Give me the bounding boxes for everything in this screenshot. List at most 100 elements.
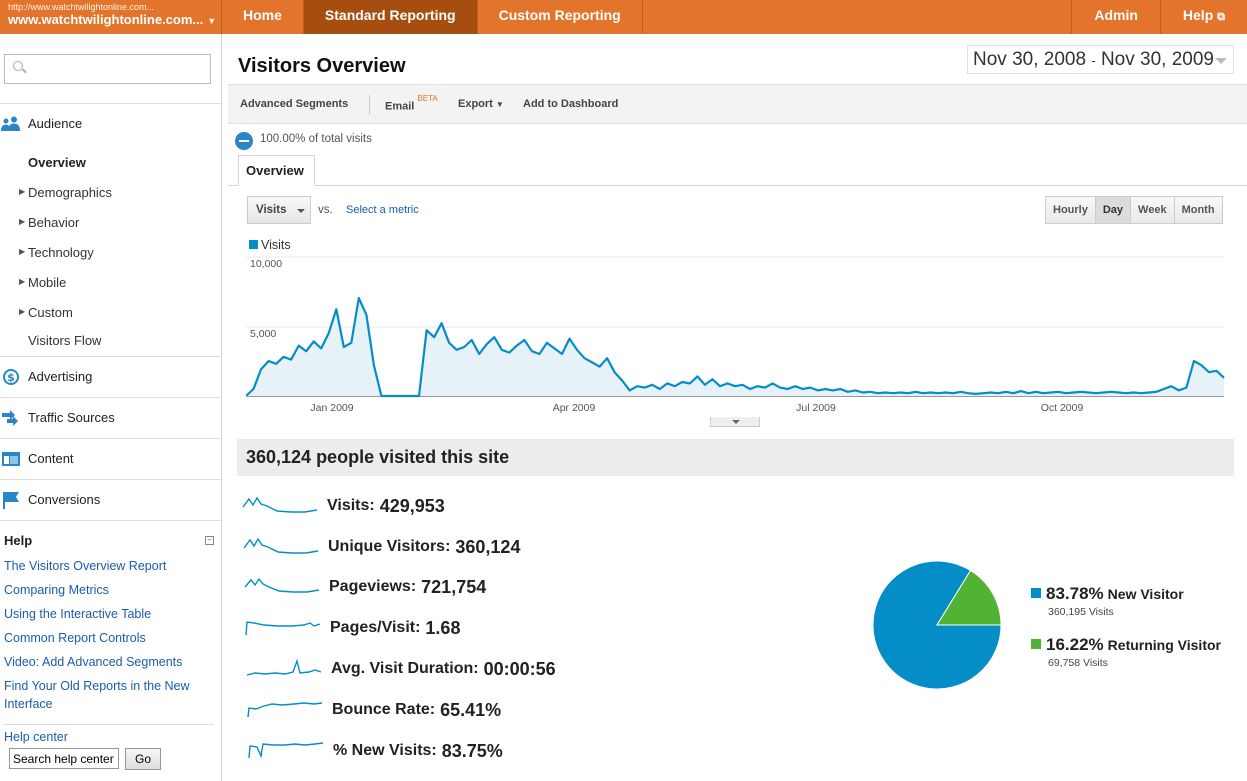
metric-row[interactable]: Avg. Visit Duration: 00:00:56 — [241, 657, 556, 681]
help-link[interactable]: Help ⧉ — [1159, 0, 1247, 34]
arrows-icon — [1, 409, 21, 427]
legend-label: Visits — [261, 238, 291, 252]
visitor-type-pie-chart[interactable] — [872, 560, 1002, 690]
sidebar-section-conversions[interactable]: Conversions — [0, 479, 221, 519]
beta-badge: BETA — [417, 94, 438, 103]
add-to-dashboard-button[interactable]: Add to Dashboard — [523, 98, 619, 110]
main-content: Visitors Overview Nov 30, 2008 - Nov 30,… — [228, 34, 1247, 781]
pie-legend-returning-visitor: 16.22% Returning Visitor 69,758 Visits — [1031, 635, 1221, 669]
tab-custom-reporting[interactable]: Custom Reporting — [478, 0, 643, 34]
sidebar-item-custom[interactable]: ▶ Custom — [19, 305, 73, 320]
select-metric-link[interactable]: Select a metric — [346, 204, 419, 216]
metric-dropdown-label: Visits — [256, 204, 287, 216]
sparkline — [243, 537, 319, 554]
sidebar-item-behavior[interactable]: ▶ Behavior — [19, 215, 80, 230]
sidebar-section-audience[interactable]: Audience — [0, 103, 221, 143]
chart-collapse-toggle[interactable] — [710, 417, 760, 427]
granularity-week[interactable]: Week — [1130, 197, 1174, 223]
sidebar-item-label: Behavior — [28, 215, 80, 230]
go-button[interactable]: Go — [125, 748, 161, 770]
metric-row[interactable]: Pageviews: 721,754 — [241, 575, 486, 599]
report-search[interactable] — [4, 54, 211, 84]
metric-value: 360,124 — [455, 536, 521, 557]
expand-triangle-icon: ▶ — [19, 187, 26, 196]
sparkline-path — [242, 496, 318, 513]
collapse-icon[interactable]: − — [205, 536, 214, 545]
sidebar-item-visitors-flow[interactable]: Visitors Flow — [28, 333, 102, 348]
granularity-hourly[interactable]: Hourly — [1046, 197, 1095, 223]
help-link-visitors-overview[interactable]: The Visitors Overview Report — [4, 559, 167, 573]
sidebar-item-label: Mobile — [28, 275, 67, 290]
segment-toggle-icon[interactable] — [235, 132, 253, 150]
metric-row[interactable]: Bounce Rate: 65.41% — [241, 698, 501, 722]
visits-line-chart[interactable]: 10,000 5,000 Jan 2009 Apr 2009 Jul 2009 Oct 2… — [246, 256, 1226, 428]
tab-home[interactable]: Home — [222, 0, 304, 34]
sidebar-item-demographics[interactable]: ▶ Demographics — [19, 185, 112, 200]
sparkline-path — [245, 621, 321, 636]
help-link-old-reports[interactable]: Find Your Old Reports in the New Interfa… — [4, 679, 190, 711]
chevron-down-icon: ▼ — [207, 16, 217, 26]
metric-label: Unique Visitors: — [328, 538, 451, 555]
metric-dropdown[interactable]: Visits — [247, 196, 311, 224]
y-tick-label: 10,000 — [250, 258, 282, 270]
svg-text:$: $ — [7, 371, 15, 384]
x-tick-label: Jul 2009 — [796, 402, 836, 414]
metric-label: % New Visits: — [333, 742, 437, 759]
metric-value: 1.68 — [425, 617, 461, 638]
date-start: Nov 30, 2008 — [973, 49, 1087, 70]
returning-visitor-visits: 69,758 Visits — [1048, 657, 1108, 669]
sparkline-path — [244, 577, 320, 593]
metric-row[interactable]: % New Visits: 83.75% — [241, 739, 503, 763]
x-tick-label: Jan 2009 — [310, 402, 353, 414]
help-center-link[interactable]: Help center — [4, 730, 68, 744]
pie-slice-returning-visitor — [936, 569, 1002, 626]
date-separator: - — [1091, 53, 1096, 68]
account-selector[interactable]: http://www.watchtwilightonline.com... ww… — [0, 0, 222, 34]
granularity-day[interactable]: Day — [1094, 197, 1131, 223]
metric-value: 721,754 — [421, 576, 487, 597]
external-link-icon: ⧉ — [1217, 11, 1225, 23]
metric-row[interactable]: Unique Visitors: 360,124 — [241, 535, 520, 559]
returning-visitor-pct: 16.22% — [1046, 635, 1104, 654]
granularity-month[interactable]: Month — [1173, 197, 1222, 223]
sidebar-item-technology[interactable]: ▶ Technology — [19, 245, 94, 260]
sidebar-item-label: Custom — [28, 305, 73, 320]
chevron-down-icon — [297, 209, 305, 213]
y-tick-label: 5,000 — [250, 328, 276, 340]
sidebar-section-content[interactable]: Content — [0, 438, 221, 478]
sidebar-section-label: Traffic Sources — [28, 410, 115, 425]
sidebar-item-label: Demographics — [28, 185, 112, 200]
sidebar-section-label: Content — [28, 451, 74, 466]
sidebar-section-advertising[interactable]: $ Advertising — [0, 356, 221, 396]
expand-triangle-icon: ▶ — [19, 307, 26, 316]
new-visitor-visits: 360,195 Visits — [1048, 606, 1114, 618]
tab-standard-reporting[interactable]: Standard Reporting — [303, 0, 478, 34]
help-link-comparing-metrics[interactable]: Comparing Metrics — [4, 583, 109, 597]
email-button[interactable]: Email BETA — [385, 94, 438, 113]
sidebar-item-mobile[interactable]: ▶ Mobile — [19, 275, 67, 290]
sidebar-item-overview[interactable]: Overview — [28, 155, 86, 170]
sidebar-divider — [0, 520, 221, 521]
admin-link[interactable]: Admin — [1071, 0, 1160, 34]
export-button[interactable]: Export ▼ — [458, 98, 504, 110]
help-center-search-input[interactable] — [9, 748, 119, 769]
legend-swatch — [249, 240, 258, 249]
top-nav-bar: http://www.watchtwilightonline.com... ww… — [0, 0, 1247, 34]
account-name: www.watchtwilightonline.com... ▼ — [8, 12, 221, 29]
vs-label: vs. — [318, 204, 333, 216]
search-input[interactable] — [29, 59, 207, 79]
segment-label: 100.00% of total visits — [260, 133, 372, 145]
legend-swatch-returning — [1031, 639, 1041, 649]
advanced-segments-button[interactable]: Advanced Segments — [240, 98, 349, 110]
expand-triangle-icon: ▶ — [19, 247, 26, 256]
tab-overview[interactable]: Overview — [238, 155, 315, 186]
help-link-advanced-segments-video[interactable]: Video: Add Advanced Segments — [4, 655, 183, 669]
help-link-report-controls[interactable]: Common Report Controls — [4, 631, 146, 645]
metric-row[interactable]: Pages/Visit: 1.68 — [241, 616, 460, 640]
date-range-picker[interactable]: Nov 30, 2008 - Nov 30, 2009 — [967, 45, 1234, 74]
toolbar-divider — [369, 95, 370, 115]
help-link-interactive-table[interactable]: Using the Interactive Table — [4, 607, 152, 621]
sidebar-section-traffic-sources[interactable]: Traffic Sources — [0, 397, 221, 437]
summary-heading: 360,124 people visited this site — [237, 439, 1234, 476]
metric-row[interactable]: Visits: 429,953 — [241, 494, 445, 518]
